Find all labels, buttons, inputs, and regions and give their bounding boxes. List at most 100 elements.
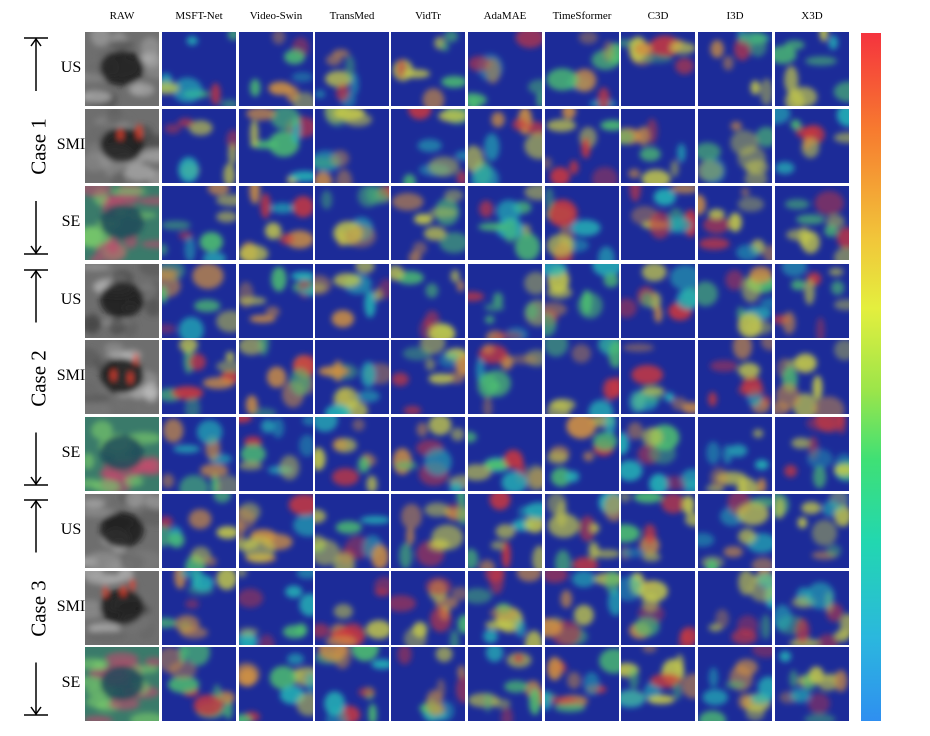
attention-heatmap bbox=[239, 32, 313, 106]
attention-heatmap bbox=[545, 32, 619, 106]
attention-heatmap bbox=[315, 32, 389, 106]
attention-heatmap bbox=[775, 109, 849, 183]
attention-heatmap bbox=[315, 417, 389, 491]
attention-heatmap bbox=[391, 647, 465, 721]
row-label-smi: SMI bbox=[56, 598, 86, 615]
column-header-x3d: X3D bbox=[801, 10, 823, 22]
attention-heatmap bbox=[621, 417, 695, 491]
attention-heatmap bbox=[545, 186, 619, 260]
attention-heatmap bbox=[468, 264, 542, 338]
case-brackets bbox=[24, 37, 48, 716]
attention-heatmap bbox=[315, 109, 389, 183]
attention-heatmap bbox=[621, 340, 695, 414]
attention-heatmap bbox=[775, 417, 849, 491]
attention-heatmap bbox=[468, 647, 542, 721]
attention-heatmap bbox=[162, 494, 236, 568]
attention-heatmap bbox=[545, 109, 619, 183]
attention-heatmap bbox=[545, 647, 619, 721]
attention-heatmap bbox=[698, 264, 772, 338]
attention-heatmap bbox=[545, 571, 619, 645]
column-header-transmed: TransMed bbox=[329, 10, 375, 22]
attention-heatmap bbox=[239, 264, 313, 338]
attention-heatmap bbox=[545, 494, 619, 568]
attention-heatmap bbox=[698, 647, 772, 721]
attention-heatmap bbox=[162, 109, 236, 183]
raw-ultrasound-image bbox=[85, 647, 159, 721]
attention-heatmap bbox=[698, 109, 772, 183]
attention-heatmap bbox=[315, 186, 389, 260]
attention-heatmap bbox=[468, 571, 542, 645]
attention-heatmap bbox=[698, 186, 772, 260]
attention-heatmap bbox=[775, 186, 849, 260]
raw-ultrasound-image bbox=[85, 417, 159, 491]
attention-heatmap bbox=[468, 186, 542, 260]
raw-ultrasound-image bbox=[85, 186, 159, 260]
attention-heatmap bbox=[621, 647, 695, 721]
case-bracket bbox=[24, 269, 48, 486]
attention-heatmap bbox=[621, 264, 695, 338]
attention-heatmap bbox=[545, 264, 619, 338]
raw-ultrasound-image bbox=[85, 32, 159, 106]
column-header-msft-net: MSFT-Net bbox=[175, 10, 223, 22]
attention-heatmap bbox=[621, 109, 695, 183]
attention-heatmap bbox=[162, 417, 236, 491]
attention-heatmap bbox=[775, 340, 849, 414]
raw-ultrasound-image bbox=[85, 571, 159, 645]
column-header-c3d: C3D bbox=[647, 10, 669, 22]
attention-heatmap bbox=[239, 494, 313, 568]
attention-heatmap bbox=[468, 494, 542, 568]
attention-heatmap bbox=[315, 494, 389, 568]
attention-heatmap bbox=[391, 109, 465, 183]
raw-ultrasound-image bbox=[85, 494, 159, 568]
attention-heatmap bbox=[698, 32, 772, 106]
row-label-smi: SMI bbox=[56, 136, 86, 153]
attention-heatmap bbox=[775, 647, 849, 721]
row-label-us: US bbox=[60, 521, 82, 538]
raw-ultrasound-image bbox=[85, 340, 159, 414]
row-label-se: SE bbox=[61, 674, 81, 691]
attention-heatmap bbox=[315, 264, 389, 338]
attention-heatmap bbox=[391, 494, 465, 568]
column-header-i3d: I3D bbox=[726, 10, 744, 22]
attention-heatmap bbox=[162, 340, 236, 414]
attention-heatmap bbox=[468, 32, 542, 106]
column-header-video-swin: Video-Swin bbox=[249, 10, 303, 22]
attention-heatmap bbox=[391, 186, 465, 260]
row-label-us: US bbox=[60, 291, 82, 308]
attention-heatmap bbox=[162, 264, 236, 338]
column-header-raw: RAW bbox=[109, 10, 135, 22]
attention-heatmap bbox=[239, 109, 313, 183]
attention-heatmap bbox=[545, 417, 619, 491]
attention-heatmap bbox=[162, 32, 236, 106]
attention-heatmap bbox=[698, 340, 772, 414]
attention-heatmap bbox=[698, 417, 772, 491]
attention-heatmap bbox=[621, 32, 695, 106]
attention-heatmap bbox=[162, 571, 236, 645]
attention-heatmap bbox=[162, 647, 236, 721]
case-bracket bbox=[24, 499, 48, 716]
column-header-timesformer: TimeSformer bbox=[552, 10, 612, 22]
row-label-smi: SMI bbox=[56, 367, 86, 384]
attention-heatmap bbox=[621, 494, 695, 568]
attention-heatmap bbox=[391, 264, 465, 338]
raw-ultrasound-image bbox=[85, 264, 159, 338]
attention-heatmap bbox=[315, 340, 389, 414]
attention-heatmap bbox=[162, 186, 236, 260]
attention-heatmap bbox=[315, 647, 389, 721]
attention-heatmap bbox=[621, 571, 695, 645]
attention-heatmap bbox=[545, 340, 619, 414]
attention-heatmap bbox=[391, 571, 465, 645]
attention-heatmap bbox=[239, 571, 313, 645]
column-header-adamae: AdaMAE bbox=[483, 10, 527, 22]
attention-heatmap bbox=[468, 340, 542, 414]
column-header-vidtr: VidTr bbox=[415, 10, 441, 22]
row-label-se: SE bbox=[61, 213, 81, 230]
attention-heatmap bbox=[775, 494, 849, 568]
attention-heatmap bbox=[239, 647, 313, 721]
raw-ultrasound-image bbox=[85, 109, 159, 183]
attention-heatmap bbox=[468, 417, 542, 491]
attention-heatmap bbox=[391, 417, 465, 491]
attention-heatmap bbox=[315, 571, 389, 645]
attention-heatmap bbox=[239, 186, 313, 260]
